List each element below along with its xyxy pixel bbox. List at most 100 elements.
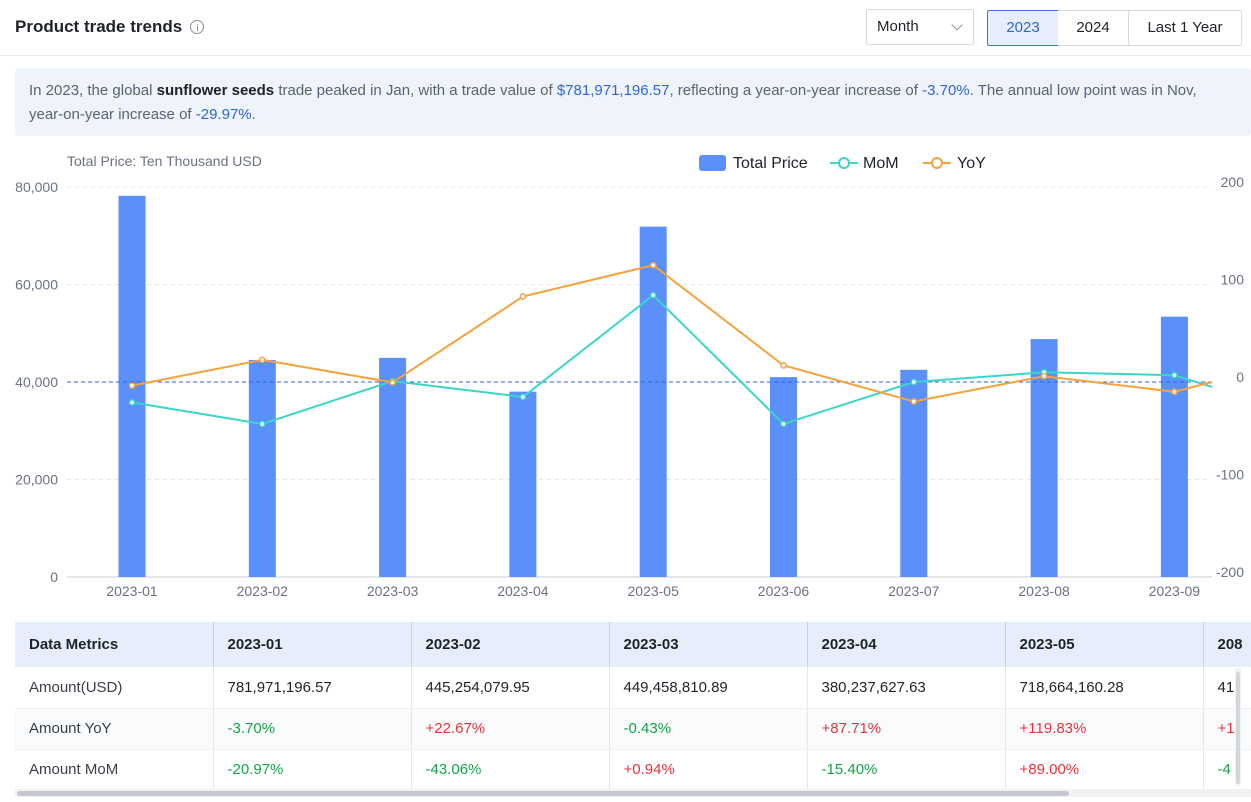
table-cell: 449,458,810.89 — [609, 667, 808, 709]
legend-label-total-price: Total Price — [733, 155, 808, 172]
table-cell: 718,664,160.28 — [1005, 667, 1204, 709]
horizontal-scrollbar[interactable] — [15, 789, 1251, 797]
line-yoy — [131, 264, 1213, 403]
x-tick-label: 2023-05 — [628, 583, 680, 599]
y-right-tick-label: -100 — [1216, 467, 1244, 483]
y-right-tick-label: 200 — [1221, 174, 1245, 190]
horizontal-scrollbar-thumb[interactable] — [17, 791, 1069, 796]
table-cell: -4 — [1203, 749, 1251, 791]
table-cell: 445,254,079.95 — [411, 667, 610, 709]
y-left-axis-label: Total Price: Ten Thousand USD — [67, 153, 262, 169]
x-tick-label: 2023-07 — [888, 583, 940, 599]
point-mom — [780, 420, 787, 428]
table-header-cell: 2023-04 — [807, 622, 1006, 667]
metrics-table: Data Metrics 2023-01 2023-02 2023-03 202… — [15, 622, 1251, 792]
bar-total-price — [1160, 316, 1188, 577]
table-header-cell: 2023-02 — [411, 622, 610, 667]
x-tick-label: 2023-09 — [1149, 583, 1201, 599]
trend-summary: In 2023, the global sunflower seeds trad… — [15, 68, 1251, 136]
summary-peak-yoy: -3.70% — [922, 82, 970, 99]
y-left-tick-label: 80,000 — [15, 179, 58, 195]
summary-line-1: In 2023, the global sunflower seeds trad… — [29, 79, 1251, 103]
summary-text: In 2023, the global — [29, 82, 157, 99]
table-cell: 380,237,627.63 — [807, 667, 1006, 709]
summary-peak-value: $781,971,196.57 — [556, 82, 670, 99]
legend-label-yoy: YoY — [957, 155, 986, 172]
header: Product trade trends Month 2023 2024 Las… — [0, 0, 1251, 56]
table-cell: -15.40% — [807, 749, 1006, 791]
table-header-cell: 2023-05 — [1005, 622, 1204, 667]
point-yoy — [128, 382, 136, 389]
y-right-tick-label: 100 — [1221, 272, 1245, 288]
point-mom — [910, 378, 918, 386]
table-header-cell: 2023-03 — [609, 622, 808, 667]
bar-total-price — [248, 359, 276, 577]
table-cell: -43.06% — [411, 749, 610, 791]
table-cell: +89.00% — [1005, 749, 1204, 791]
bar-total-price — [639, 226, 667, 577]
summary-text: year-on-year increase of — [29, 106, 196, 123]
summary-text: trade peaked in Jan, with a trade value … — [274, 82, 557, 99]
table-header-cell: 208 — [1203, 622, 1251, 667]
point-mom — [128, 399, 136, 406]
year-2024-button[interactable]: 2024 — [1058, 10, 1129, 46]
point-yoy — [910, 398, 918, 405]
x-tick-label: 2023-03 — [367, 583, 419, 599]
y-left-tick-label: 40,000 — [15, 374, 58, 390]
x-tick-label: 2023-08 — [1018, 583, 1070, 599]
point-yoy — [780, 362, 787, 369]
row-label: Amount YoY — [15, 708, 214, 750]
info-icon[interactable] — [190, 20, 205, 34]
year-2023-button[interactable]: 2023 — [987, 10, 1059, 46]
table-cell: +119.83% — [1005, 708, 1204, 750]
summary-low-yoy: -29.97% — [195, 106, 252, 123]
y-left-tick-label: 60,000 — [15, 277, 58, 293]
bar-total-price — [770, 377, 797, 577]
point-yoy — [389, 379, 396, 386]
point-yoy — [649, 261, 657, 269]
page-title-text: Product trade trends — [15, 17, 183, 36]
table-cell: -3.70% — [213, 708, 412, 750]
point-mom — [1171, 371, 1178, 379]
point-mom — [258, 420, 266, 428]
x-tick-label: 2023-04 — [497, 583, 549, 599]
table-row: Amount YoY -3.70% +22.67% -0.43% +87.71%… — [15, 708, 1251, 750]
bar-total-price — [379, 357, 407, 577]
chevron-down-icon — [951, 19, 963, 31]
period-select[interactable]: Month — [866, 9, 974, 45]
point-yoy — [1040, 372, 1048, 380]
table-header-row: Data Metrics 2023-01 2023-02 2023-03 202… — [15, 622, 1251, 667]
page-title: Product trade trends — [15, 17, 205, 37]
x-tick-label: 2023-01 — [106, 583, 158, 599]
y-left-tick-label: 0 — [50, 569, 58, 585]
table-cell: +87.71% — [807, 708, 1006, 750]
table-cell: +1 — [1203, 708, 1251, 750]
row-label: Amount(USD) — [15, 667, 214, 709]
y-right-tick-label: -200 — [1216, 564, 1244, 580]
legend-label-mom: MoM — [863, 155, 899, 172]
period-select-value: Month — [877, 18, 919, 35]
legend-marker-yoy — [931, 157, 943, 169]
summary-product: sunflower seeds — [156, 82, 275, 99]
row-label: Amount MoM — [15, 749, 214, 791]
table-row: Amount(USD) 781,971,196.57 445,254,079.9… — [15, 667, 1251, 709]
legend-marker-mom — [838, 157, 850, 169]
point-mom — [649, 291, 657, 299]
table-cell: +22.67% — [411, 708, 610, 750]
x-tick-label: 2023-02 — [237, 583, 289, 599]
y-right-tick-label: 0 — [1236, 369, 1244, 385]
summary-line-2: year-on-year increase of -29.97%. — [29, 103, 1251, 127]
x-tick-label: 2023-06 — [758, 583, 810, 599]
table-cell: 41 — [1203, 667, 1251, 709]
trade-trend-chart: 0 20,000 40,000 60,000 80,000 -200 -100 0 100 200… — [15, 153, 1245, 599]
table-row: Amount MoM -20.97% -43.06% +0.94% -15.40… — [15, 749, 1251, 791]
last-1-year-button[interactable]: Last 1 Year — [1128, 10, 1242, 46]
table-header-cell: 2023-01 — [213, 622, 412, 667]
summary-text: . The annual low point was in Nov, — [969, 82, 1197, 99]
vertical-scrollbar[interactable] — [1235, 668, 1241, 786]
table-cell: +0.94% — [609, 749, 808, 791]
point-yoy — [1171, 388, 1178, 396]
summary-text: . — [251, 106, 256, 123]
vertical-scrollbar-thumb[interactable] — [1236, 672, 1240, 784]
table-cell: -20.97% — [213, 749, 412, 791]
